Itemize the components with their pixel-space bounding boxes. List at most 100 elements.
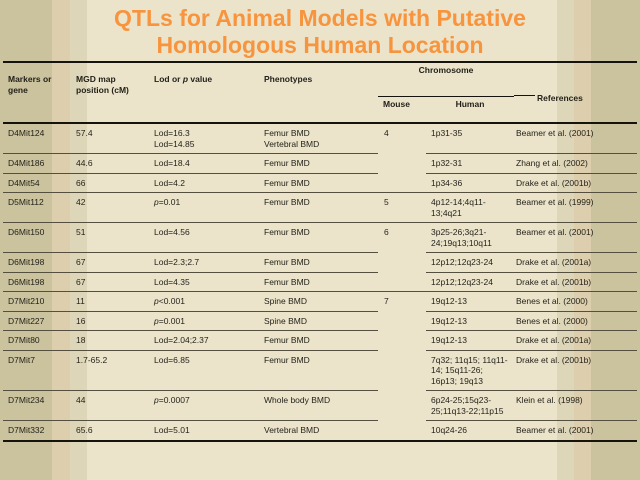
mouse-chromosome-cell: 5 [378,192,426,223]
reference-cell: Beamer et al. (2001) [514,420,638,441]
marker-cell: D4Mit54 [3,173,71,193]
table-row: D4Mit124 57.4 Lod=16.3 Lod=14.85 Femur B… [3,123,638,193]
table-row: D6Mit198 67 Lod=4.35 Femur BMD 12p12;12q… [3,272,638,292]
human-chromosome-cell: 1p31-35 [426,123,515,154]
reference-cell: Drake et al. (2001a) [514,252,638,273]
header-markers-or-gene: Markers or gene [3,62,71,124]
table-row: D6Mit150 51 Lod=4.56 Femur BMD 6 3p25-26… [3,222,638,292]
human-chromosome-cell: 3p25-26;3q21-24;19q13;10q11 [426,222,515,253]
lod-cell: Lod=6.85 [149,350,259,391]
header-phenotypes: Phenotypes [259,62,378,124]
header-chromosome: Chromosome [378,62,515,97]
reference-cell: Drake et al. (2001b) [514,173,638,193]
reference-cell: Drake et al. (2001b) [514,350,638,391]
marker-cell: D7Mit7 [3,350,71,391]
reference-cell: Beamer et al. (1999) [514,192,638,223]
table-row: D7Mit210 11 p<0.001 Spine BMD 7 19q12-13… [3,291,638,441]
slide-title-line1: QTLs for Animal Models with Putative [114,5,526,31]
human-chromosome-cell: 10q24-26 [426,420,515,441]
phenotype-cell: Femur BMD [259,350,378,391]
mgd-cell: 1.7-65.2 [71,350,149,391]
lod-cell: Lod=2.3;2.7 [149,252,259,273]
lod-cell: p=0.001 [149,311,259,331]
reference-cell: Drake et al. (2001b) [514,272,638,292]
marker-cell: D6Mit150 [3,222,71,253]
mgd-cell: 67 [71,252,149,273]
marker-cell: D5Mit112 [3,192,71,223]
marker-cell: D4Mit124 [3,123,71,154]
lod-cell: Lod=18.4 [149,153,259,174]
table-row: D4Mit54 66 Lod=4.2 Femur BMD 1p34-36 Dra… [3,173,638,193]
marker-cell: D7Mit234 [3,390,71,421]
mgd-cell: 65.6 [71,420,149,441]
mgd-cell: 11 [71,291,149,312]
phenotype-cell: Femur BMD [259,272,378,292]
mgd-cell: 67 [71,272,149,292]
phenotype-cell: Whole body BMD [259,390,378,421]
mouse-chromosome-cell: 6 [378,222,426,292]
table-row: D4Mit186 44.6 Lod=18.4 Femur BMD 1p32-31… [3,153,638,174]
phenotype-cell: Spine BMD [259,311,378,331]
marker-cell: D6Mit198 [3,252,71,273]
reference-cell: Beamer et al. (2001) [514,222,638,253]
mouse-chromosome-cell: 7 [378,291,426,441]
table-row: D7Mit234 44 p=0.0007 Whole body BMD 6p24… [3,390,638,421]
lod-cell: Lod=5.01 [149,420,259,441]
lod-cell: p=0.0007 [149,390,259,421]
phenotype-cell: Femur BMD [259,192,378,223]
mgd-cell: 42 [71,192,149,223]
lod-cell: p=0.01 [149,192,259,223]
table-row: D7Mit80 18 Lod=2.04;2.37 Femur BMD 19q12… [3,330,638,351]
lod-cell: Lod=4.56 [149,222,259,253]
phenotype-cell: Spine BMD [259,291,378,312]
marker-cell: D7Mit80 [3,330,71,351]
header-human: Human [426,96,515,124]
mgd-cell: 44 [71,390,149,421]
reference-cell: Beamer et al. (2001) [514,123,638,154]
phenotype-cell: Femur BMD [259,173,378,193]
phenotype-cell: Vertebral BMD [259,420,378,441]
marker-cell: D7Mit210 [3,291,71,312]
header-lod-or-p-value: Lod or p value [149,62,259,124]
phenotype-cell: Femur BMD [259,252,378,273]
table-row: D6Mit198 67 Lod=2.3;2.7 Femur BMD 12p12;… [3,252,638,273]
marker-cell: D6Mit198 [3,272,71,292]
header-mouse: Mouse [378,96,426,124]
reference-cell: Drake et al. (2001a) [514,330,638,351]
human-chromosome-cell: 7q32; 11q15; 11q11-14; 15q11-26; 16p13; … [426,350,515,391]
mouse-chromosome-cell: 4 [378,123,426,193]
phenotype-cell: Femur BMD Vertebral BMD [259,123,378,154]
human-chromosome-cell: 6p24-25;15q23-25;11q13-22;11p15 [426,390,515,421]
human-chromosome-cell: 12p12;12q23-24 [426,252,515,273]
qtl-table: Markers or gene MGD map position (cM) Lo… [3,61,638,442]
marker-cell: D4Mit186 [3,153,71,174]
human-chromosome-cell: 19q12-13 [426,311,515,331]
table-body: D4Mit124 57.4 Lod=16.3 Lod=14.85 Femur B… [3,123,638,441]
header-references: References [514,62,638,124]
phenotype-cell: Femur BMD [259,222,378,253]
lod-cell: Lod=4.2 [149,173,259,193]
mgd-cell: 66 [71,173,149,193]
table-header: Markers or gene MGD map position (cM) Lo… [3,62,638,124]
phenotype-cell: Femur BMD [259,153,378,174]
reference-cell: Benes et al. (2000) [514,291,638,312]
mgd-cell: 16 [71,311,149,331]
lod-cell: Lod=2.04;2.37 [149,330,259,351]
table-row: D7Mit7 1.7-65.2 Lod=6.85 Femur BMD 7q32;… [3,350,638,391]
mgd-cell: 51 [71,222,149,253]
mgd-cell: 57.4 [71,123,149,154]
table-row: D5Mit112 42 p=0.01 Femur BMD 5 4p12-14;4… [3,192,638,223]
human-chromosome-cell: 1p34-36 [426,173,515,193]
human-chromosome-cell: 4p12-14;4q11-13;4q21 [426,192,515,223]
human-chromosome-cell: 19q12-13 [426,330,515,351]
slide-title-line2: Homologous Human Location [156,32,484,58]
table-row: D7Mit227 16 p=0.001 Spine BMD 19q12-13 B… [3,311,638,331]
reference-cell: Benes et al. (2000) [514,311,638,331]
marker-cell: D7Mit332 [3,420,71,441]
lod-cell: Lod=16.3 Lod=14.85 [149,123,259,154]
reference-cell: Zhang et al. (2002) [514,153,638,174]
lod-cell: p<0.001 [149,291,259,312]
human-chromosome-cell: 19q12-13 [426,291,515,312]
slide-title: QTLs for Animal Models with Putative Hom… [0,5,640,59]
